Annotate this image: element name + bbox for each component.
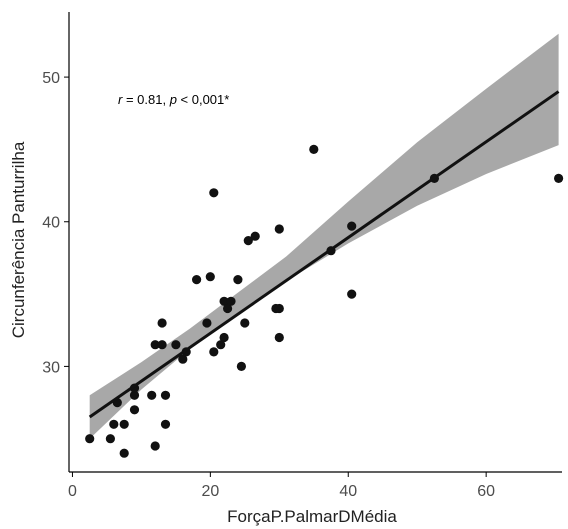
data-point [219,296,229,306]
data-point [157,318,167,328]
data-point [233,275,243,285]
data-point [192,275,202,285]
r-symbol: r [118,92,123,107]
plot-area [85,33,564,458]
p-value-text: < 0,001* [177,92,229,107]
y-tick-label: 30 [42,359,60,376]
data-point [160,390,171,400]
data-point [129,405,140,415]
regression-line [88,90,560,419]
x-tick-label: 40 [339,483,357,500]
data-point [240,318,250,328]
data-point [205,272,215,282]
x-tick-label: 60 [477,483,495,500]
x-axis-title: ForçaP.PalmarDMédia [227,507,397,526]
data-point [274,224,284,234]
data-point [109,419,119,429]
data-point [160,419,171,429]
data-point [147,390,157,400]
x-tick-label: 0 [68,483,77,500]
axis-ticks: 0 20 40 60 30 40 50 [42,70,495,500]
data-point [250,231,260,241]
data-point [119,448,129,458]
data-point [150,340,160,350]
data-point [243,236,253,246]
data-point [347,289,357,299]
data-point [150,441,160,451]
y-axis-title: Circunferência Panturrilha [9,141,28,338]
correlation-annotation: r = 0.81, p < 0,001* [118,92,229,107]
data-point [236,361,246,371]
r-value-text: = 0.81, [122,92,169,107]
data-point [209,188,219,198]
data-point [119,419,129,429]
data-point [85,434,95,444]
data-point [347,221,357,231]
data-point [129,390,140,400]
confidence-band [89,33,559,439]
data-point [209,347,219,357]
data-point [554,173,564,183]
data-point [274,303,284,314]
data-point [105,434,115,444]
data-point [202,318,212,328]
x-tick-label: 20 [201,483,219,500]
p-symbol: p [169,92,177,107]
data-point [219,332,229,343]
y-tick-label: 50 [42,70,60,87]
data-point [178,354,188,364]
data-point [216,340,226,350]
data-point [274,332,284,343]
y-tick-label: 40 [42,215,60,232]
data-point [226,296,236,306]
data-point [309,144,319,154]
data-point [171,340,181,350]
data-point [223,303,233,314]
data-point [157,340,167,350]
